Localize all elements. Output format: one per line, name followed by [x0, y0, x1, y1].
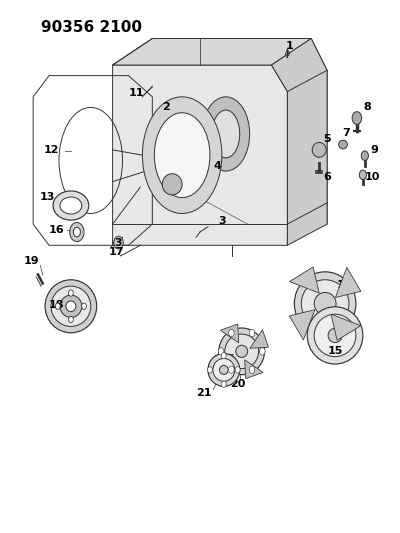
Circle shape	[56, 303, 60, 310]
Text: 10: 10	[365, 172, 380, 182]
Ellipse shape	[328, 328, 342, 343]
Polygon shape	[113, 65, 287, 245]
Ellipse shape	[212, 110, 240, 158]
Text: 16: 16	[49, 225, 65, 236]
Circle shape	[359, 170, 366, 180]
Ellipse shape	[45, 280, 97, 333]
Text: 14: 14	[337, 280, 353, 290]
Text: 7: 7	[342, 128, 350, 138]
Text: 13: 13	[39, 191, 55, 201]
Circle shape	[208, 367, 212, 373]
Text: 2: 2	[162, 102, 170, 112]
Circle shape	[222, 352, 226, 359]
Circle shape	[228, 329, 234, 337]
Text: 3: 3	[218, 216, 226, 227]
Text: 21: 21	[196, 387, 212, 398]
Circle shape	[68, 290, 73, 296]
Text: 3: 3	[115, 238, 122, 248]
Circle shape	[361, 151, 368, 160]
Text: 19: 19	[23, 256, 39, 266]
Circle shape	[249, 329, 255, 337]
Ellipse shape	[162, 174, 182, 195]
Circle shape	[249, 366, 255, 374]
Circle shape	[70, 222, 84, 241]
Polygon shape	[113, 38, 311, 65]
Circle shape	[218, 348, 224, 355]
Ellipse shape	[220, 366, 228, 374]
Ellipse shape	[53, 191, 89, 220]
Polygon shape	[250, 330, 268, 348]
Ellipse shape	[208, 353, 240, 386]
Text: 1: 1	[286, 42, 293, 52]
Polygon shape	[289, 310, 315, 340]
Polygon shape	[215, 354, 234, 373]
Ellipse shape	[142, 97, 222, 214]
Ellipse shape	[213, 359, 235, 381]
Text: 18: 18	[48, 300, 64, 310]
Text: 4: 4	[214, 161, 222, 171]
Ellipse shape	[307, 307, 363, 364]
Ellipse shape	[314, 314, 356, 357]
Ellipse shape	[312, 142, 326, 157]
Text: 5: 5	[323, 134, 331, 144]
Text: 12: 12	[43, 145, 59, 155]
Ellipse shape	[154, 113, 210, 198]
Circle shape	[82, 303, 86, 310]
Polygon shape	[331, 314, 361, 340]
Ellipse shape	[314, 293, 336, 315]
Ellipse shape	[339, 140, 347, 149]
Circle shape	[73, 227, 80, 237]
Ellipse shape	[60, 197, 82, 214]
Text: 9: 9	[371, 145, 379, 155]
Polygon shape	[220, 324, 239, 343]
Circle shape	[235, 367, 240, 373]
Circle shape	[68, 317, 73, 322]
Ellipse shape	[219, 328, 264, 375]
Circle shape	[260, 348, 265, 355]
Text: 90356 2100: 90356 2100	[41, 20, 142, 35]
Ellipse shape	[66, 301, 76, 312]
Polygon shape	[272, 38, 327, 245]
Circle shape	[222, 381, 226, 387]
Polygon shape	[152, 38, 327, 224]
Text: 11: 11	[129, 87, 144, 98]
Ellipse shape	[225, 334, 258, 368]
Ellipse shape	[60, 295, 82, 317]
Ellipse shape	[294, 272, 356, 335]
Circle shape	[114, 236, 123, 249]
Text: 6: 6	[323, 172, 331, 182]
Text: 8: 8	[363, 102, 371, 112]
Polygon shape	[290, 267, 319, 293]
Circle shape	[352, 112, 362, 124]
Text: 17: 17	[109, 247, 124, 257]
Ellipse shape	[301, 280, 349, 327]
Ellipse shape	[236, 345, 248, 358]
Text: 20: 20	[230, 379, 246, 389]
Text: 15: 15	[327, 346, 343, 357]
Ellipse shape	[202, 97, 250, 171]
Circle shape	[228, 366, 234, 374]
Ellipse shape	[51, 286, 91, 326]
Polygon shape	[336, 268, 361, 297]
Polygon shape	[245, 360, 263, 378]
